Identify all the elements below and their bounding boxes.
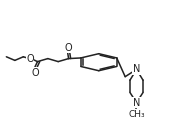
Text: O: O <box>32 68 39 78</box>
Text: N: N <box>133 64 140 74</box>
Text: O: O <box>65 43 72 53</box>
Text: N: N <box>133 98 140 108</box>
Text: CH₃: CH₃ <box>128 110 145 119</box>
Text: O: O <box>26 54 34 64</box>
